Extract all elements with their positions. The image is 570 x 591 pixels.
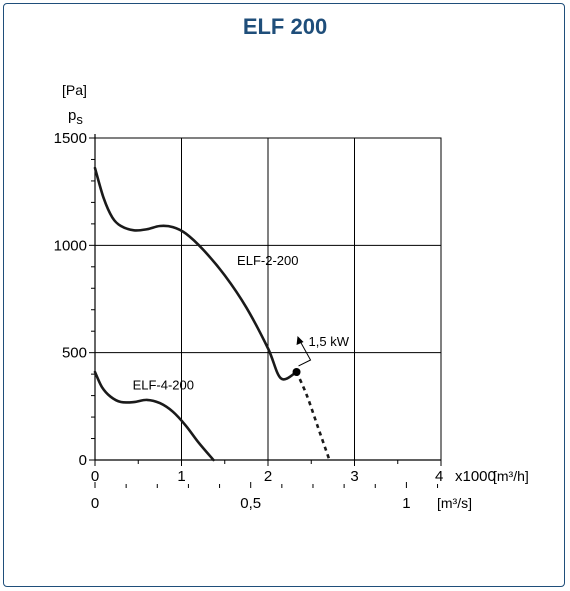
x2-tick-label: 1 — [402, 495, 410, 512]
power-limit-marker — [292, 367, 301, 376]
x-tick-label: 2 — [264, 468, 272, 485]
curve-label-elf-2-200: ELF-2-200 — [237, 253, 298, 268]
power-limit-arrowhead — [296, 335, 304, 345]
x-tick-label: 3 — [350, 468, 358, 485]
y-tick-label: 1500 — [54, 130, 87, 147]
x-tick-label: 0 — [91, 468, 99, 485]
x-axis-unit-primary: [m³/h] — [493, 468, 529, 484]
y-tick-label: 500 — [62, 345, 87, 362]
y-axis-symbol-sub: s — [76, 112, 83, 127]
y-tick-label: 1000 — [54, 237, 87, 254]
series-line-elf-4-200 — [93, 370, 215, 462]
x2-tick-label: 0 — [91, 495, 99, 512]
x-axis-unit-secondary: [m³/s] — [437, 495, 472, 511]
y-axis-symbol-p: p — [68, 107, 76, 124]
chart-title: ELF 200 — [243, 14, 327, 39]
x-tick-label: 4 — [435, 468, 443, 485]
x2-tick-label: 0,5 — [240, 495, 261, 512]
power-limit-arrow — [298, 341, 312, 367]
series-group — [93, 166, 331, 462]
y-tick-label: 0 — [79, 452, 87, 469]
axes — [89, 134, 442, 488]
chart-frame — [3, 3, 565, 587]
series-line-elf-2-200 — [93, 166, 298, 381]
y-axis-unit: [Pa] — [62, 82, 87, 98]
curve-label-elf-4-200: ELF-4-200 — [133, 377, 194, 392]
tick-labels: 0 500 1000 1500 0 1 2 3 4 0 0,5 1 — [54, 130, 444, 512]
series-line-elf-2-200-dashed — [295, 371, 331, 461]
grid — [94, 137, 442, 461]
power-limit-label: 1,5 kW — [309, 334, 350, 349]
y-axis-symbol: ps — [68, 107, 83, 127]
x-axis-multiplier: x1000 — [455, 468, 496, 485]
x-tick-label: 1 — [177, 468, 185, 485]
